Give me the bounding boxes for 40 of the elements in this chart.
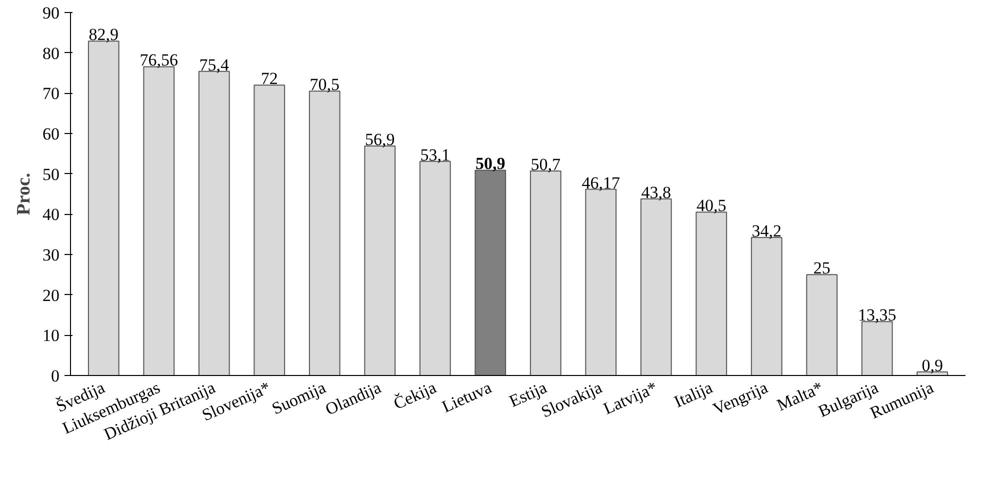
y-tick-label: 90 — [42, 4, 60, 22]
data-label: 76,56 — [140, 50, 178, 70]
data-label: 72 — [260, 69, 278, 88]
bar — [308, 90, 340, 376]
data-label: 53,1 — [420, 145, 450, 164]
bar — [364, 146, 396, 376]
bar — [696, 212, 728, 376]
data-label: 82,9 — [88, 25, 119, 44]
data-label: 34,2 — [752, 222, 782, 241]
bar — [143, 66, 175, 376]
data-label: 56,9 — [365, 130, 395, 150]
bar — [861, 321, 893, 376]
y-tick-label: 0 — [51, 366, 60, 386]
data-label: 50,7 — [530, 155, 561, 174]
y-axis-title: Proc. — [14, 172, 34, 216]
data-label: 0,9 — [922, 356, 943, 375]
y-tick-label: 50 — [42, 164, 60, 184]
y-tick-label: 10 — [42, 326, 60, 346]
bar — [530, 170, 562, 376]
data-label: 25 — [813, 258, 830, 278]
bar — [254, 84, 286, 376]
x-tick-label: Lietuva — [439, 378, 495, 416]
data-label: 46,17 — [582, 173, 620, 192]
data-label: 13,35 — [858, 306, 896, 325]
data-label: 50,9 — [476, 154, 506, 174]
y-tick-label: 20 — [42, 286, 60, 305]
data-label: 70,5 — [310, 75, 340, 94]
y-tick-label: 80 — [42, 44, 60, 63]
bar — [88, 40, 120, 376]
y-tick-label: 60 — [42, 124, 60, 144]
data-label: 43,8 — [641, 182, 671, 202]
y-tick-label: 70 — [42, 84, 60, 104]
data-label: 75,4 — [199, 55, 230, 74]
bar — [806, 274, 838, 376]
y-tick-label: 30 — [42, 246, 60, 264]
x-tick-label: Čekija — [390, 378, 440, 414]
bar — [474, 170, 506, 376]
y-tick-label: 40 — [42, 205, 60, 224]
data-label: 40,5 — [696, 196, 726, 216]
bar — [750, 237, 782, 376]
